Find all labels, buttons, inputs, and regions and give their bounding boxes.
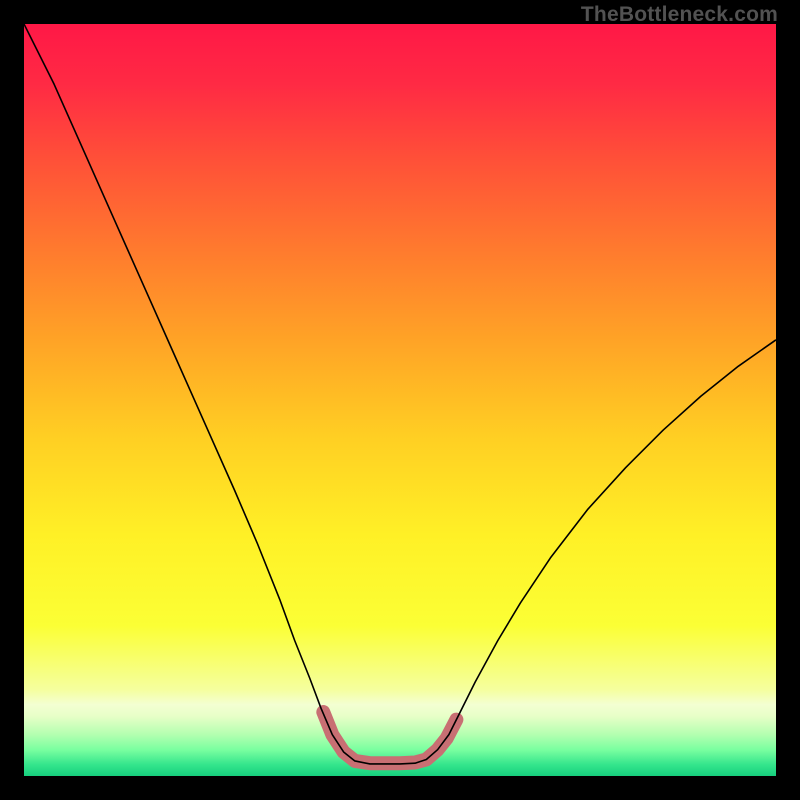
chart-frame: TheBottleneck.com: [0, 0, 800, 800]
chart-background: [24, 24, 776, 776]
chart-plot-area: [24, 24, 776, 776]
watermark-text: TheBottleneck.com: [581, 3, 778, 27]
chart-svg: [24, 24, 776, 776]
